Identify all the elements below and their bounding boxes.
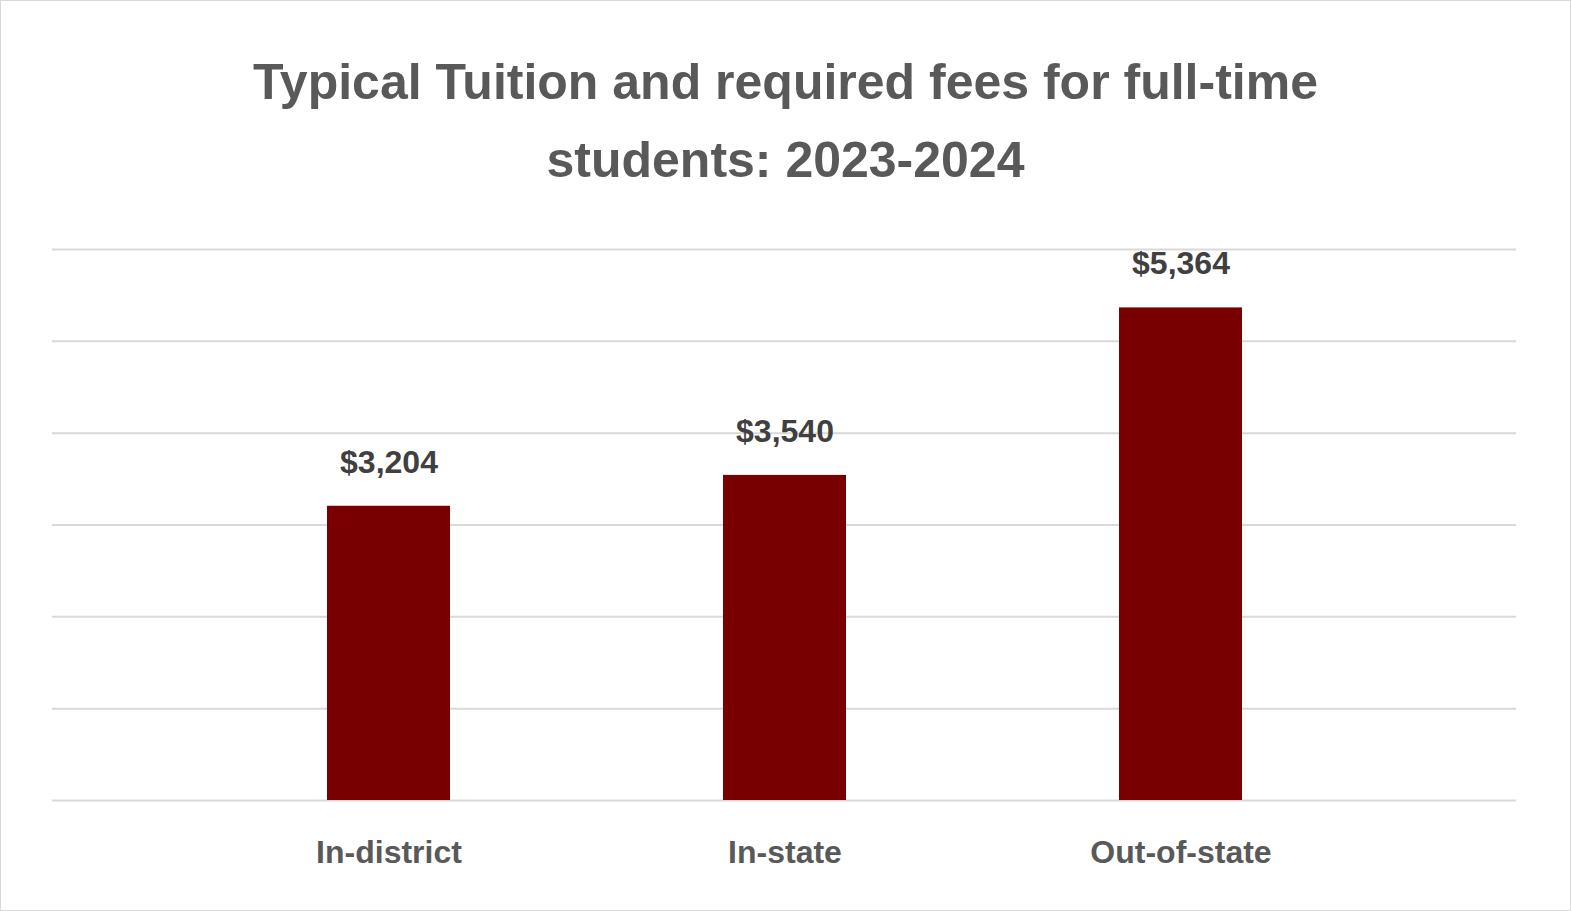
svg-text:$3,540: $3,540 (736, 413, 834, 449)
svg-text:$5,364: $5,364 (1132, 245, 1230, 281)
html-text:Typical Tuition and required f: Typical Tuition and required fees for fu… (253, 54, 1318, 188)
svg-text:Out-of-state: Out-of-state (1090, 834, 1271, 870)
svg-text:In-state: In-state (728, 834, 842, 870)
svg-text:$3,204: $3,204 (340, 444, 438, 480)
svg-text:In-district: In-district (316, 834, 462, 870)
